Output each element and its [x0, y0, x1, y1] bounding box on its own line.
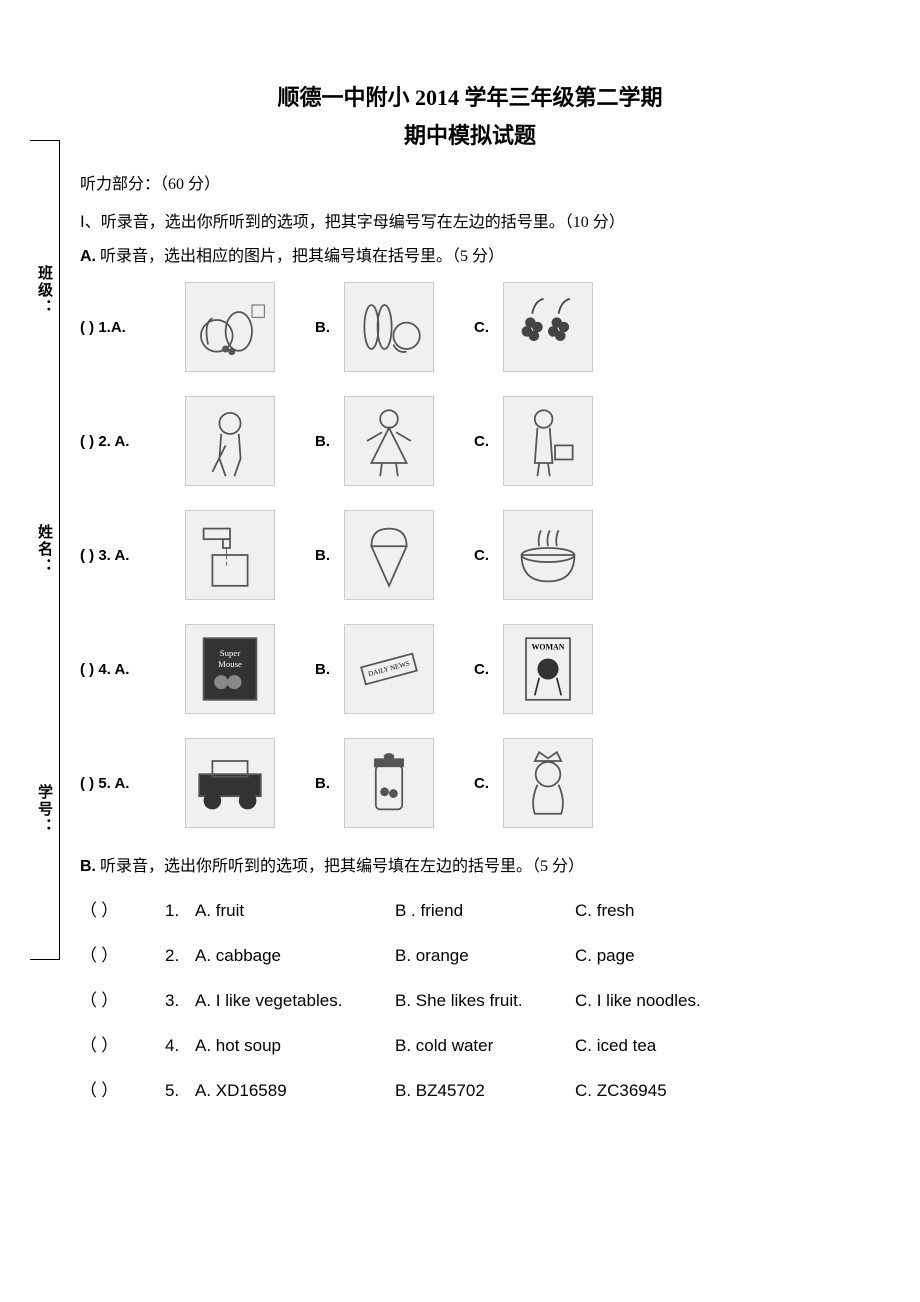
water-tap-icon — [185, 510, 275, 600]
grapes-icon — [503, 282, 593, 372]
girl-dress-icon — [344, 396, 434, 486]
book-icon: SuperMouse — [185, 624, 275, 714]
svg-text:Super: Super — [220, 648, 241, 658]
name-label: 姓名： — [34, 524, 55, 575]
newspaper-icon: DAILY NEWS — [344, 624, 434, 714]
part-a-instruction: A. 听录音，选出相应的图片，把其编号填在括号里。（5 分） — [80, 242, 860, 266]
old-man-icon — [185, 396, 275, 486]
page-title: 顺德一中附小 2014 学年三年级第二学期 — [80, 80, 860, 112]
text-question-2: （ ） 2. A. cabbage B. orange C. page — [80, 941, 860, 966]
image-question-4: ( ) 4. A. SuperMouse B. DAILY NEWS C. WO… — [80, 624, 860, 714]
text-question-4: （ ） 4. A. hot soup B. cold water C. iced… — [80, 1031, 860, 1056]
fruit-icon — [185, 282, 275, 372]
svg-text:WOMAN: WOMAN — [532, 643, 565, 652]
page-subtitle: 期中模拟试题 — [80, 118, 860, 150]
jam-jar-icon — [344, 738, 434, 828]
jeep-icon — [185, 738, 275, 828]
svg-text:Mouse: Mouse — [218, 659, 242, 669]
magazine-icon: WOMAN — [503, 624, 593, 714]
svg-text:DAILY NEWS: DAILY NEWS — [367, 659, 410, 678]
class-label: 班级： — [34, 265, 55, 316]
part1-instruction: Ⅰ、听录音，选出你所听到的选项，把其字母编号写在左边的括号里。（10 分） — [80, 208, 860, 232]
woman-briefcase-icon — [503, 396, 593, 486]
number-label: 学号： — [34, 784, 55, 835]
text-question-1: （ ） 1. A. fruit B . friend C. fresh — [80, 896, 860, 921]
text-question-3: （ ） 3. A. I like vegetables. B. She like… — [80, 986, 860, 1011]
image-question-3: ( ) 3. A. B. C. — [80, 510, 860, 600]
text-question-5: （ ） 5. A. XD16589 B. BZ45702 C. ZC36945 — [80, 1076, 860, 1101]
hot-soup-icon — [503, 510, 593, 600]
listening-section-header: 听力部分：（60 分） — [80, 170, 860, 194]
student-info-sidebar: 班级： 姓名： 学号： — [30, 140, 60, 960]
image-question-2: ( ) 2. A. B. C. — [80, 396, 860, 486]
part-b-instruction: B. 听录音，选出你所听到的选项，把其编号填在左边的括号里。（5 分） — [80, 852, 860, 876]
queen-icon — [503, 738, 593, 828]
ice-cream-icon — [344, 510, 434, 600]
vegetables-icon — [344, 282, 434, 372]
image-question-1: ( ) 1.A. B. C. — [80, 282, 860, 372]
image-question-5: ( ) 5. A. B. C. — [80, 738, 860, 828]
